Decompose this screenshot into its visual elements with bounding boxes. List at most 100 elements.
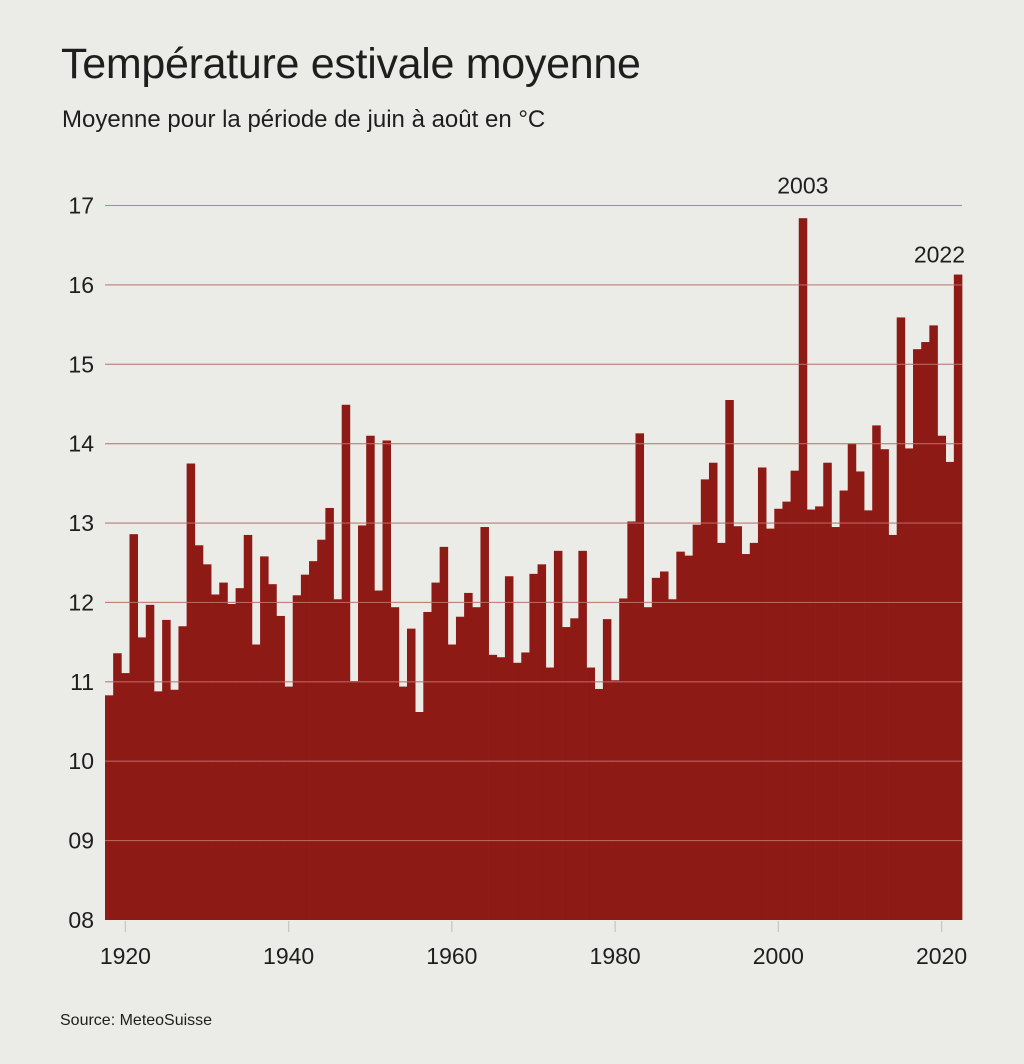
bar [602,619,612,920]
bar [349,681,359,920]
y-axis: 08 09 10 11 12 13 14 15 16 17 [68,193,94,934]
chart-title: Température estivale moyenne [61,40,641,88]
bar [341,404,351,920]
bar [660,571,669,920]
bar [741,554,751,920]
bar [578,550,587,920]
y-tick-label: 15 [68,351,94,377]
x-axis: 1920 1940 1960 1980 2000 2020 [100,921,967,969]
bar [570,618,579,920]
bar [872,425,881,920]
bar [635,433,645,920]
bar [178,626,187,920]
bar [513,662,522,920]
bar [586,667,596,920]
y-tick-label: 08 [68,907,94,933]
bar [782,501,791,920]
bar [749,542,759,920]
bar [725,400,734,920]
x-tick-label: 1960 [426,943,477,969]
y-tick-label: 11 [70,669,94,695]
x-tick-label: 1980 [590,943,641,969]
bar [374,590,383,920]
bar [806,509,816,920]
bar [382,440,392,920]
bar [260,556,269,920]
bar [113,653,122,920]
bar [529,573,538,920]
bar [798,218,808,920]
bar [945,461,955,920]
bar [153,691,163,920]
bar [300,574,310,920]
bar [855,471,865,920]
y-tick-label: 14 [68,431,94,457]
bar [227,604,236,920]
bar [839,490,849,920]
bar [496,657,506,920]
bar [553,550,563,920]
bar [733,526,742,920]
bar [815,506,824,920]
annotations: 2003 2022 [777,173,965,268]
bar [121,673,130,920]
bar [823,462,832,920]
bar [594,688,604,920]
bar-chart: 08 09 10 11 12 13 14 15 16 17 1920 1940 1960 1980 200… [68,173,967,970]
annotation-2022: 2022 [914,242,965,268]
bar [464,592,473,920]
bar [904,448,914,920]
bar [186,463,196,920]
gridlines-over-bars [105,204,962,842]
y-tick-label: 09 [68,828,94,854]
bar [333,599,343,920]
bar [953,274,963,920]
bar [651,577,661,920]
bar [276,615,285,920]
bar [235,588,245,920]
y-tick-label: 16 [68,272,94,298]
chart-subtitle: Moyenne pour la période de juin à août e… [62,106,546,133]
bar [766,528,775,920]
bar [251,644,261,920]
bar [439,546,449,920]
source-note: Source: MeteoSuisse [60,1012,213,1029]
bar [472,607,481,920]
bar [545,667,555,920]
bar [913,349,922,920]
bar [219,582,228,920]
bar [921,342,930,920]
bar [170,689,179,920]
bar [864,510,873,920]
bar [488,654,498,920]
bar [415,712,424,920]
y-tick-label: 17 [68,193,94,219]
bar [202,564,212,920]
bar [455,616,465,920]
bar [292,595,302,920]
bar [325,507,334,920]
bar [366,435,375,920]
bar [431,582,440,920]
bar [211,594,220,920]
bar [398,686,408,920]
bar [137,637,147,920]
bar [480,527,489,920]
x-tick-label: 1920 [100,943,151,969]
bar [937,435,947,920]
bar [504,576,514,920]
bar [309,561,318,920]
bar [390,607,400,920]
bar [521,652,530,920]
bar [358,525,367,920]
bar [757,467,767,920]
bar [888,534,898,920]
bar [831,527,840,920]
y-tick-label: 12 [68,589,94,615]
annotation-2003: 2003 [777,173,828,199]
bar [700,479,710,920]
bar [611,680,620,920]
bar [562,627,571,920]
y-tick-label: 10 [68,748,94,774]
bar [129,534,138,920]
